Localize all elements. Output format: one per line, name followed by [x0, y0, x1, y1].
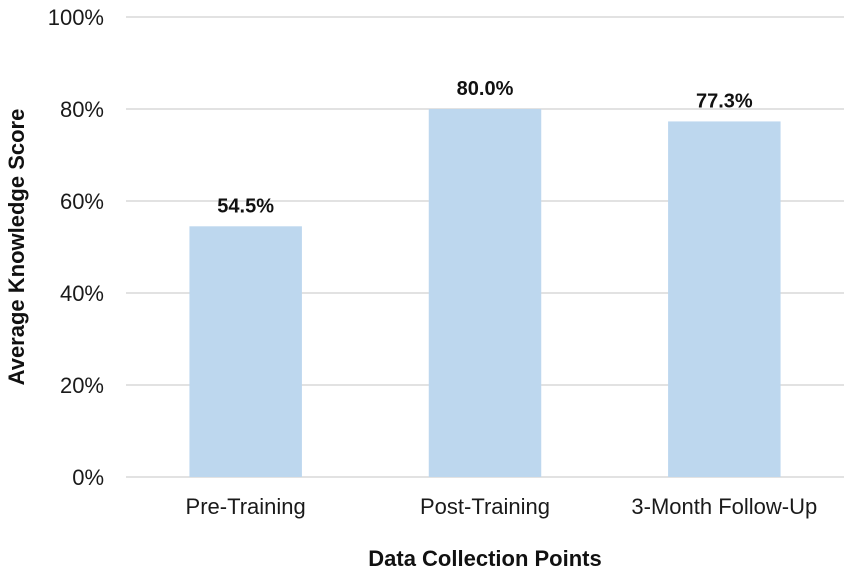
y-tick-label: 40%: [60, 281, 104, 306]
bars: [189, 109, 781, 478]
y-tick-label: 100%: [48, 5, 104, 30]
y-axis-ticks: 0% 20% 40% 60% 80% 100%: [48, 5, 104, 490]
y-tick-label: 60%: [60, 189, 104, 214]
bar: [668, 121, 781, 478]
data-label: 54.5%: [217, 195, 274, 217]
x-tick-label: Pre-Training: [186, 494, 306, 519]
bar: [189, 226, 302, 477]
data-labels: 54.5% 80.0% 77.3%: [217, 78, 753, 217]
bar: [428, 109, 542, 477]
y-axis-title: Average Knowledge Score: [4, 109, 29, 386]
data-label: 80.0%: [457, 78, 514, 100]
x-axis-title: Data Collection Points: [368, 546, 601, 571]
data-label: 77.3%: [696, 90, 753, 112]
y-tick-label: 80%: [60, 97, 104, 122]
x-tick-label: 3-Month Follow-Up: [631, 494, 817, 519]
y-tick-label: 20%: [60, 373, 104, 398]
x-axis-ticks: Pre-Training Post-Training 3-Month Follow-…: [186, 494, 818, 519]
x-tick-label: Post-Training: [420, 494, 550, 519]
y-tick-label: 0%: [72, 465, 104, 490]
